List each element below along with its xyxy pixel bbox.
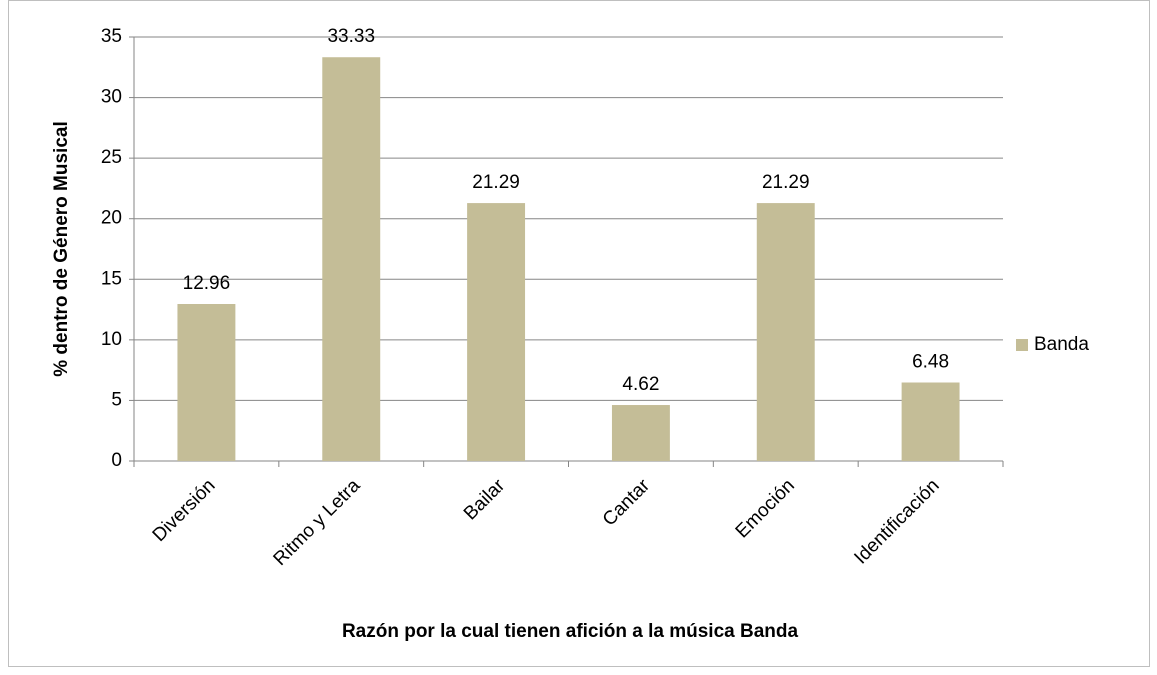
data-label: 33.33: [327, 26, 375, 47]
y-axis-title: % dentro de Género Musical: [51, 121, 72, 377]
y-tick-label: 20: [101, 208, 122, 229]
y-tick-label: 5: [111, 389, 122, 410]
y-tick-label: 35: [101, 26, 122, 47]
x-axis-title: Razón por la cual tienen afición a la mú…: [342, 621, 799, 642]
data-label: 12.96: [183, 273, 231, 294]
y-tick-label: 30: [101, 87, 122, 108]
legend-swatch: [1016, 339, 1028, 351]
data-label: 21.29: [472, 172, 520, 193]
data-label: 4.62: [622, 374, 659, 395]
bar: [177, 303, 236, 461]
y-tick-label: 15: [101, 268, 122, 289]
data-label: 6.48: [912, 352, 949, 373]
bar: [467, 203, 526, 461]
bar: [611, 405, 670, 461]
y-tick-label: 0: [111, 450, 122, 471]
y-tick-label: 10: [101, 329, 122, 350]
y-tick-label: 25: [101, 147, 122, 168]
bar: [756, 203, 815, 461]
data-label: 21.29: [762, 172, 810, 193]
bar: [901, 382, 960, 461]
bar: [322, 57, 381, 461]
legend-label: Banda: [1034, 334, 1089, 355]
